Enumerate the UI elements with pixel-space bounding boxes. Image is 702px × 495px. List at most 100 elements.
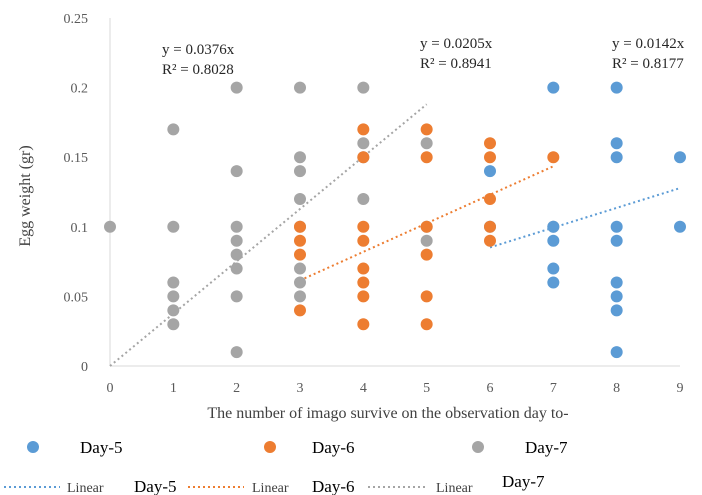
point-day-7 <box>294 151 306 164</box>
point-day-6 <box>484 192 496 205</box>
legend-trendline-label-day-5: Linear <box>67 481 104 495</box>
trend-equation-day-5: y = 0.0142x <box>612 36 685 52</box>
point-day-6 <box>294 220 306 233</box>
point-day-7 <box>230 262 243 275</box>
point-day-5 <box>547 262 560 275</box>
point-day-5 <box>610 220 623 233</box>
point-day-7 <box>230 248 243 261</box>
point-day-5 <box>610 276 623 289</box>
legend-trendline-name-day-5: Day-5 <box>134 477 176 495</box>
x-tick-label: 2 <box>233 381 240 396</box>
point-day-6 <box>357 318 370 331</box>
point-day-7 <box>230 165 243 178</box>
point-day-7 <box>294 290 306 303</box>
x-axis-title: The number of imago survive on the obser… <box>207 405 568 422</box>
point-day-6 <box>420 151 433 164</box>
legend-label-day-7: Day-7 <box>525 438 568 457</box>
point-day-7 <box>420 234 433 247</box>
point-day-7 <box>230 81 243 94</box>
point-day-7 <box>167 304 180 317</box>
x-tick-label: 0 <box>107 381 114 396</box>
point-day-5 <box>610 81 623 94</box>
point-day-5 <box>484 165 496 178</box>
point-day-6 <box>294 234 306 247</box>
point-day-6 <box>357 262 370 275</box>
point-day-5 <box>610 346 623 359</box>
legend-trendline-label-day-7: Linear <box>436 481 473 495</box>
y-tick-label: 0.15 <box>64 151 89 166</box>
point-day-5 <box>610 290 623 303</box>
point-day-5 <box>547 276 560 289</box>
point-day-7 <box>294 192 306 205</box>
point-day-7 <box>294 262 306 275</box>
x-tick-labels: 0 1 2 3 4 5 6 7 8 9 <box>107 381 684 396</box>
y-tick-label: 0.1 <box>71 221 89 236</box>
point-day-6 <box>420 123 433 136</box>
legend-trendline-label-day-6: Linear <box>252 481 289 495</box>
trendline-day-7 <box>109 103 428 367</box>
trendline-day-6 <box>299 165 554 282</box>
y-tick-label: 0.2 <box>71 82 89 97</box>
point-day-7 <box>167 220 180 233</box>
x-tick-label: 5 <box>423 381 430 396</box>
point-day-7 <box>104 220 116 233</box>
trend-equation-day-6: y = 0.0205x <box>420 36 493 52</box>
legend-label-day-5: Day-5 <box>80 438 122 457</box>
point-day-6 <box>420 248 433 261</box>
point-day-6 <box>484 137 496 150</box>
trend-equation-day-7: y = 0.0376x <box>162 42 235 58</box>
point-day-6 <box>357 276 370 289</box>
y-axis-title: Egg weight (gr) <box>17 145 34 246</box>
x-tick-label: 8 <box>613 381 620 396</box>
point-day-6 <box>357 220 370 233</box>
legend-marker-day-5 <box>27 441 39 453</box>
point-day-7 <box>357 81 370 94</box>
point-day-6 <box>357 123 370 136</box>
y-tick-label: 0.25 <box>64 12 89 27</box>
point-day-5 <box>547 234 560 247</box>
point-day-7 <box>167 290 180 303</box>
legend-label-day-6: Day-6 <box>312 438 354 457</box>
point-day-6 <box>484 151 496 164</box>
y-tick-labels: 0 0.05 0.1 0.15 0.2 0.25 <box>64 12 89 375</box>
point-day-7 <box>294 81 306 94</box>
point-day-7 <box>167 123 180 136</box>
point-day-5 <box>547 220 560 233</box>
point-day-7 <box>357 137 370 150</box>
trend-r2-day-7: R² = 0.8028 <box>162 62 234 78</box>
legend-marker-day-6 <box>264 441 276 453</box>
point-day-5 <box>610 151 623 164</box>
trend-r2-day-6: R² = 0.8941 <box>420 56 492 72</box>
point-day-6 <box>294 248 306 261</box>
y-tick-label: 0 <box>81 360 88 375</box>
point-day-7 <box>230 346 243 359</box>
y-tick-label: 0.05 <box>64 290 89 305</box>
point-day-7 <box>294 276 306 289</box>
point-day-6 <box>484 234 496 247</box>
x-tick-label: 3 <box>297 381 304 396</box>
point-day-6 <box>420 290 433 303</box>
data-points <box>104 81 686 359</box>
point-day-6 <box>294 304 306 317</box>
x-tick-label: 6 <box>487 381 494 396</box>
trendlines <box>109 103 681 367</box>
point-day-6 <box>547 151 560 164</box>
x-tick-label: 1 <box>170 381 177 396</box>
point-day-6 <box>357 151 370 164</box>
point-day-5 <box>610 137 623 150</box>
point-day-7 <box>357 192 370 205</box>
legend-trendline-name-day-7: Day-7 <box>502 472 545 491</box>
point-day-6 <box>420 220 433 233</box>
legend-trendline-name-day-6: Day-6 <box>312 477 354 495</box>
point-day-7 <box>230 290 243 303</box>
point-day-6 <box>357 290 370 303</box>
point-day-5 <box>674 220 686 233</box>
point-day-7 <box>294 165 306 178</box>
trend-r2-day-5: R² = 0.8177 <box>612 56 684 72</box>
point-day-7 <box>167 276 180 289</box>
point-day-5 <box>610 234 623 247</box>
legend-marker-day-7 <box>472 441 484 453</box>
point-day-7 <box>420 137 433 150</box>
trendline-day-5 <box>489 187 681 249</box>
